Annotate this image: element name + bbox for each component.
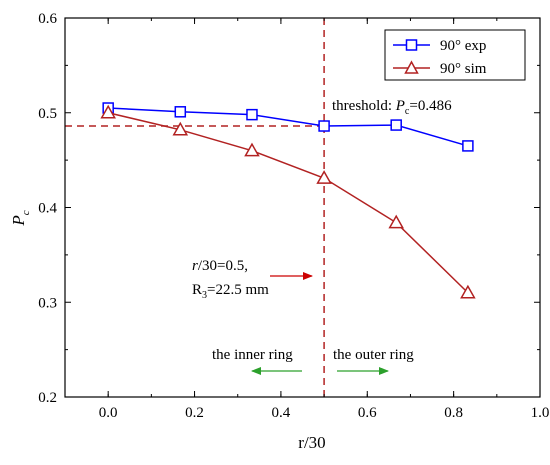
data-point-sim — [100, 104, 116, 119]
data-point-exp — [462, 140, 474, 152]
legend: 90° exp 90° sim — [384, 29, 526, 81]
reference-lines — [65, 18, 325, 397]
legend-sim-label: 90° sim — [440, 61, 487, 77]
x-tick-label: 0.0 — [99, 405, 118, 421]
data-point-exp — [390, 119, 402, 131]
data-point-exp — [174, 106, 187, 118]
x-tick-label: 0.4 — [272, 405, 291, 421]
x-tick-label: 0.8 — [444, 405, 463, 421]
data-point-sim — [172, 121, 189, 136]
threshold-annotation: threshold: Pc=0.486 — [332, 98, 452, 117]
inner-ring-label: the inner ring — [212, 347, 293, 363]
x-tick-label: 0.6 — [358, 405, 377, 421]
y-tick-label: 0.5 — [38, 106, 57, 122]
data-point-sim — [388, 214, 404, 229]
y-tick-label: 0.3 — [38, 295, 57, 311]
x-axis-label: r/30 — [298, 433, 325, 452]
x-tick-label: 0.2 — [185, 405, 204, 421]
axes-layer: 0.0 0.2 0.4 0.6 0.8 1.0 0.2 0.3 0.4 0.5 0.6 — [38, 11, 549, 421]
legend-exp-label: 90° exp — [440, 38, 486, 54]
r3-annotation: R3=22.5 mm — [192, 282, 269, 301]
legend-exp-marker — [405, 39, 418, 51]
series-layer — [100, 102, 476, 299]
data-point-sim — [316, 170, 332, 184]
y-tick-label: 0.2 — [38, 390, 57, 406]
r-ratio-annotation: r/30=0.5, — [192, 258, 248, 274]
data-point-sim — [460, 284, 476, 299]
data-point-exp — [246, 108, 258, 121]
data-point-exp — [318, 120, 330, 132]
outer-ring-label: the outer ring — [333, 347, 414, 363]
y-tick-label: 0.4 — [38, 201, 57, 217]
y-tick-label: 0.6 — [38, 11, 57, 27]
x-tick-label: 1.0 — [531, 405, 550, 421]
data-point-sim — [244, 142, 260, 157]
series-line-exp — [108, 107, 469, 147]
y-axis-label: Pc — [9, 210, 32, 226]
legend-sim-marker — [404, 60, 419, 74]
series-line-sim — [108, 112, 469, 294]
